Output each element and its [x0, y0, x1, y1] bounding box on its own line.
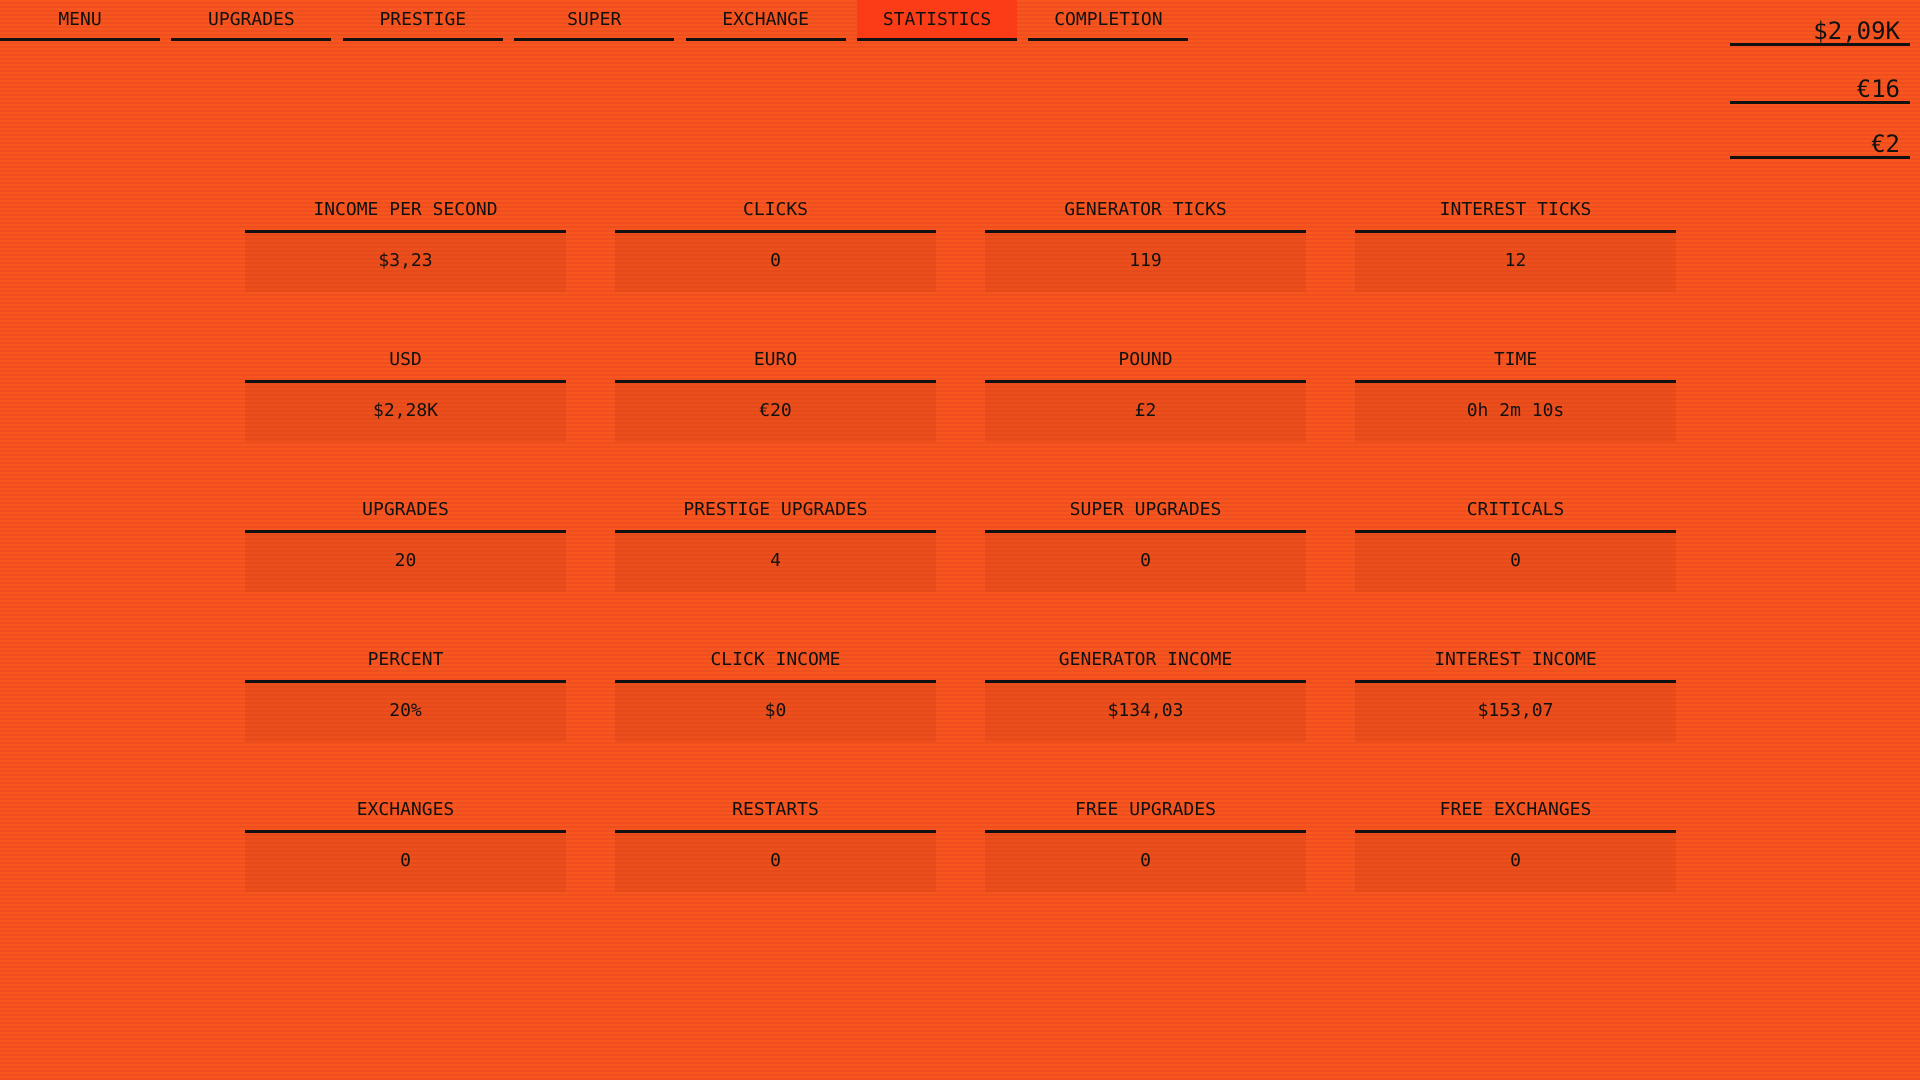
stat-title: INCOME PER SECOND — [245, 192, 566, 233]
stat-value: £2 — [985, 383, 1306, 442]
stat-title: CLICKS — [615, 192, 936, 233]
stat-card: POUND £2 — [985, 342, 1306, 442]
stat-value: 0 — [615, 833, 936, 892]
stat-value: 12 — [1355, 233, 1676, 292]
stat-title: CRITICALS — [1355, 492, 1676, 533]
stat-card: PRESTIGE UPGRADES 4 — [615, 492, 936, 592]
stat-card: UPGRADES 20 — [245, 492, 566, 592]
secondary-balance: €2 — [1730, 113, 1910, 159]
stat-card: GENERATOR INCOME $134,03 — [985, 642, 1306, 742]
stat-value: 20 — [245, 533, 566, 592]
tab-completion[interactable]: COMPLETION — [1028, 0, 1189, 41]
stat-value: 0 — [1355, 833, 1676, 892]
stat-title: GENERATOR INCOME — [985, 642, 1306, 683]
stat-value: 0 — [985, 533, 1306, 592]
stat-title: SUPER UPGRADES — [985, 492, 1306, 533]
stat-card: RESTARTS 0 — [615, 792, 936, 892]
stat-value: 4 — [615, 533, 936, 592]
stat-value: 0 — [1355, 533, 1676, 592]
stat-value: 0 — [985, 833, 1306, 892]
stat-card: EURO €20 — [615, 342, 936, 442]
stat-card: INCOME PER SECOND $3,23 — [245, 192, 566, 292]
stat-title: INTEREST INCOME — [1355, 642, 1676, 683]
stat-title: POUND — [985, 342, 1306, 383]
tab-menu[interactable]: MENU — [0, 0, 160, 41]
stat-title: FREE UPGRADES — [985, 792, 1306, 833]
stat-value: $134,03 — [985, 683, 1306, 742]
stat-card: TIME 0h 2m 10s — [1355, 342, 1676, 442]
stat-title: EURO — [615, 342, 936, 383]
stat-card: PERCENT 20% — [245, 642, 566, 742]
stat-value: $3,23 — [245, 233, 566, 292]
usd-balance: $2,09K — [1730, 0, 1910, 46]
stat-title: USD — [245, 342, 566, 383]
stat-title: RESTARTS — [615, 792, 936, 833]
stat-title: CLICK INCOME — [615, 642, 936, 683]
stat-card: USD $2,28K — [245, 342, 566, 442]
stat-value: 0h 2m 10s — [1355, 383, 1676, 442]
stat-title: PERCENT — [245, 642, 566, 683]
stat-value: $2,28K — [245, 383, 566, 442]
stat-card: SUPER UPGRADES 0 — [985, 492, 1306, 592]
stat-value: 20% — [245, 683, 566, 742]
stat-value: 119 — [985, 233, 1306, 292]
stat-title: TIME — [1355, 342, 1676, 383]
stat-title: INTEREST TICKS — [1355, 192, 1676, 233]
stat-title: PRESTIGE UPGRADES — [615, 492, 936, 533]
stat-title: EXCHANGES — [245, 792, 566, 833]
euro-balance: €16 — [1730, 58, 1910, 104]
stat-value: $153,07 — [1355, 683, 1676, 742]
stat-card: CRITICALS 0 — [1355, 492, 1676, 592]
stat-card: CLICK INCOME $0 — [615, 642, 936, 742]
tab-statistics[interactable]: STATISTICS — [857, 0, 1017, 41]
stat-card: INTEREST TICKS 12 — [1355, 192, 1676, 292]
stat-value: €20 — [615, 383, 936, 442]
tab-prestige[interactable]: PRESTIGE — [342, 0, 503, 41]
stat-card: CLICKS 0 — [615, 192, 936, 292]
stat-value: 0 — [245, 833, 566, 892]
stat-card: GENERATOR TICKS 119 — [985, 192, 1306, 292]
stat-card: FREE UPGRADES 0 — [985, 792, 1306, 892]
stat-value: 0 — [615, 233, 936, 292]
stat-title: GENERATOR TICKS — [985, 192, 1306, 233]
stat-card: EXCHANGES 0 — [245, 792, 566, 892]
tab-super[interactable]: SUPER — [514, 0, 675, 41]
stat-title: FREE EXCHANGES — [1355, 792, 1676, 833]
stat-title: UPGRADES — [245, 492, 566, 533]
stat-card: INTEREST INCOME $153,07 — [1355, 642, 1676, 742]
stat-card: FREE EXCHANGES 0 — [1355, 792, 1676, 892]
tab-upgrades[interactable]: UPGRADES — [171, 0, 332, 41]
tab-exchange[interactable]: EXCHANGE — [685, 0, 846, 41]
stat-value: $0 — [615, 683, 936, 742]
